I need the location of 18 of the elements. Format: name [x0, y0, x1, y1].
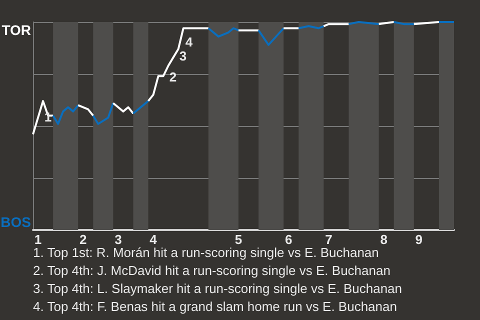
text: 2. Top 4th: J. McDavid hit a run-scoring single vs E. Buchanan — [33, 263, 390, 278]
x-tick-label: 9 — [415, 232, 423, 247]
annotation: 3 — [179, 48, 187, 64]
x-tick-label: 7 — [325, 232, 332, 247]
x-tick-label: 4 — [150, 232, 158, 247]
text: 4. Top 4th: F. Benas hit a grand slam home run vs E. Buchanan — [33, 299, 397, 314]
annotation: 4 — [185, 34, 194, 50]
x-tick-label: 6 — [284, 232, 292, 247]
x-tick-label: 5 — [234, 232, 242, 247]
text: BOS — [0, 214, 31, 230]
x-tick-label: 8 — [380, 232, 388, 247]
text: 1. Top 1st: R. Morán hit a run-scoring single vs E. Buchanan — [33, 245, 379, 260]
x-tick-label: 3 — [114, 232, 122, 247]
annotation: 2 — [169, 70, 177, 84]
x-tick-label: 1 — [34, 232, 42, 247]
text: TOR — [2, 22, 31, 38]
x-tick-label: 2 — [80, 232, 87, 247]
text: 3. Top 4th: L. Slaymaker hit a run-scoring single vs E. Buchanan — [33, 281, 402, 296]
